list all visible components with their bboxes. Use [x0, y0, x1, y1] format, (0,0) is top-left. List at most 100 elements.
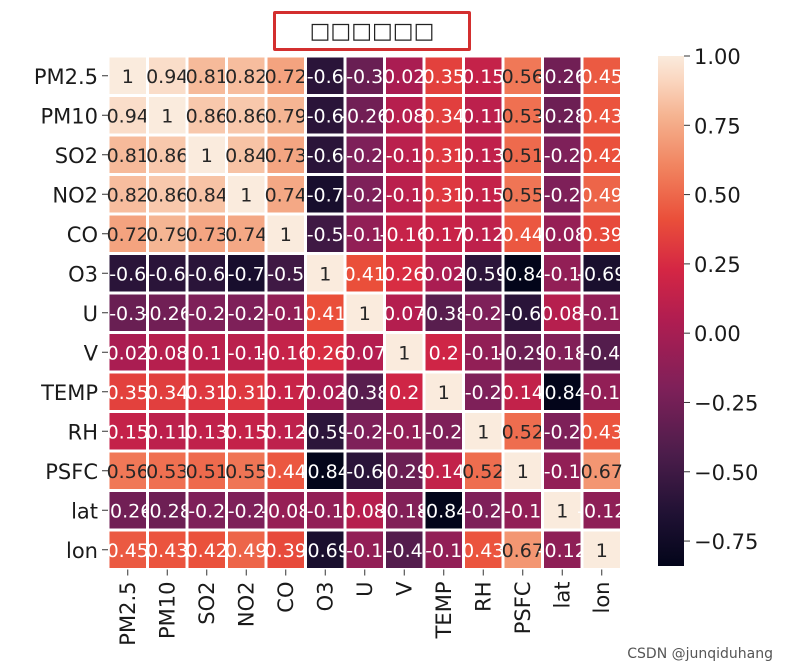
x-tick-label: TEMP: [432, 582, 456, 640]
cell-value-label: 0.14: [502, 382, 544, 404]
cell-value-label: 0.53: [502, 105, 544, 127]
cell-value-label: 0.08: [383, 105, 425, 127]
cell-value-label: 0.11: [146, 421, 188, 443]
cell-value-label: 0.51: [502, 145, 544, 167]
y-tick-label: lat: [71, 499, 98, 523]
cell-value-label: -0.1: [465, 342, 502, 364]
cell-value-label: -0.29: [380, 461, 429, 483]
cell-value-label: 0.07: [344, 342, 386, 364]
cell-value-label: 0.79: [146, 224, 188, 246]
x-tick-label: RH: [471, 582, 495, 612]
cell-value-label: 1: [161, 105, 173, 127]
cell-value-label: 0.31: [186, 382, 228, 404]
cell-value-label: -0.2: [188, 500, 225, 522]
cell-value-label: -0.2: [544, 184, 581, 206]
cell-value-label: -0.1: [228, 342, 265, 364]
cell-value-label: -0.2: [544, 421, 581, 443]
cell-value-label: -0.6: [504, 303, 541, 325]
cell-value-label: 0.81: [186, 66, 228, 88]
cell-value-label: 1: [122, 66, 134, 88]
cell-value-label: 0.2: [429, 342, 459, 364]
cell-value-label: 0.42: [186, 540, 228, 562]
cell-value-label: -0.3: [346, 66, 383, 88]
cell-value-label: -0.59: [301, 421, 350, 443]
cell-value-label: 0.02: [304, 382, 346, 404]
cell-value-label: -0.1: [386, 421, 423, 443]
y-tick-label: U: [83, 302, 98, 326]
cell-value-label: 0.43: [581, 421, 623, 443]
cell-value-label: -0.26: [340, 105, 389, 127]
cell-value-label: 0.86: [146, 184, 188, 206]
cell-value-label: -0.2: [425, 421, 462, 443]
y-tick-label: RH: [68, 420, 98, 444]
cell-value-label: 1: [517, 461, 529, 483]
cell-value-label: -0.1: [583, 382, 620, 404]
cell-value-label: 0.73: [265, 145, 307, 167]
cell-value-label: -0.08: [538, 224, 587, 246]
x-tick-label: PM2.5: [116, 582, 140, 646]
cell-value-label: 0.67: [581, 461, 623, 483]
heatmap-cell: [304, 291, 347, 334]
heatmap-cell: [501, 291, 544, 334]
cell-value-label: -0.69: [577, 263, 626, 285]
heatmap-cell: [422, 528, 465, 571]
cell-value-label: -0.6: [149, 263, 186, 285]
cell-value-label: 0.43: [146, 540, 188, 562]
cell-value-label: 0.45: [107, 540, 149, 562]
cell-value-label: 0.53: [146, 461, 188, 483]
cell-value-label: 0.15: [462, 184, 504, 206]
y-tick-label: CO: [67, 223, 98, 247]
heatmap-cell: [304, 252, 347, 295]
x-tick-label: lat: [550, 582, 574, 609]
cell-value-label: -0.16: [380, 224, 429, 246]
heatmap-cell: [462, 212, 505, 255]
cell-value-label: 0.84: [225, 145, 267, 167]
cell-value-label: 0.56: [502, 66, 544, 88]
cell-value-label: -0.26: [103, 500, 152, 522]
y-tick-label: PM10: [40, 104, 98, 128]
cell-value-label: 0.86: [186, 105, 228, 127]
cell-value-label: -0.18: [538, 342, 587, 364]
cell-value-label: -0.1: [544, 461, 581, 483]
heatmap-cell: [462, 54, 505, 97]
heatmap-cell: [422, 489, 465, 532]
heatmap-cell: [185, 331, 228, 374]
heatmap-cell: [383, 54, 426, 97]
cell-value-label: -0.1: [544, 263, 581, 285]
cell-value-label: -0.3: [109, 303, 146, 325]
heatmap-cell: [343, 489, 386, 532]
cell-value-label: 0.26: [304, 342, 346, 364]
cell-value-label: 0.1: [192, 342, 222, 364]
heatmap-cell: [422, 133, 465, 176]
colorbar-tick-label: 1.00: [694, 45, 741, 69]
cell-value-label: 0.72: [107, 224, 149, 246]
cell-value-label: -0.6: [307, 66, 344, 88]
cell-value-label: -0.1: [504, 500, 541, 522]
heatmap-cell: [462, 489, 505, 532]
cell-value-label: -0.1: [346, 540, 383, 562]
cell-value-label: 0.56: [107, 461, 149, 483]
y-tick-label: SO2: [55, 144, 98, 168]
cell-value-label: 0.17: [423, 224, 465, 246]
cell-value-label: 0.41: [304, 303, 346, 325]
y-tick-label: NO2: [52, 183, 98, 207]
x-tick-label: PM10: [155, 582, 179, 640]
cell-value-label: 0.13: [186, 421, 228, 443]
cell-value-label: 0.73: [186, 224, 228, 246]
cell-value-label: -0.1: [425, 540, 462, 562]
cell-value-label: 1: [556, 500, 568, 522]
cell-value-label: -0.7: [228, 263, 265, 285]
y-tick-label: TEMP: [40, 381, 98, 405]
cell-value-label: 0.49: [225, 540, 267, 562]
heatmap-cell: [383, 212, 426, 255]
cell-value-label: 0.45: [581, 66, 623, 88]
cell-value-label: 0.44: [502, 224, 544, 246]
cell-value-label: 0.02: [423, 263, 465, 285]
cell-value-label: -0.1: [307, 500, 344, 522]
cell-value-label: -0.1: [386, 145, 423, 167]
colorbar-tick-label: 0.75: [694, 114, 741, 138]
cell-value-label: -0.84: [498, 263, 547, 285]
cell-value-label: 0.39: [265, 540, 307, 562]
heatmap-cell: [343, 212, 386, 255]
cell-value-label: 0.02: [383, 66, 425, 88]
